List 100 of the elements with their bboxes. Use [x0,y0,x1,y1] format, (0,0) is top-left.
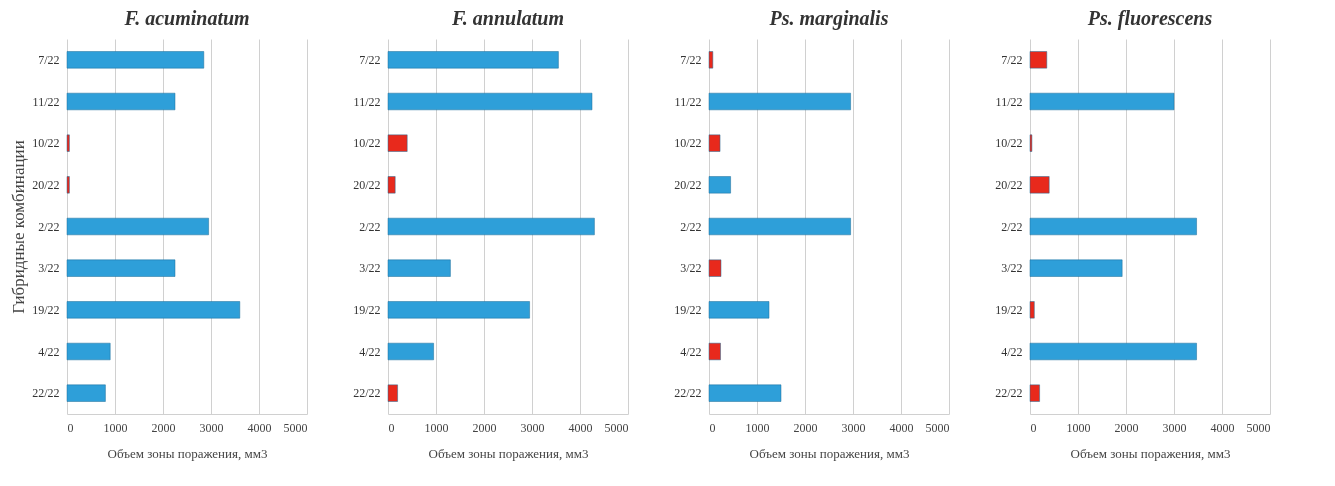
y-tick-label: 11/22 [674,94,702,109]
y-tick-label: 3/22 [1001,261,1023,276]
bar [708,342,721,361]
y-tick-label: 19/22 [674,302,702,317]
x-axis-title: Объем зоны поражения, мм3 [749,445,910,461]
x-tick-label: 3000 [1162,420,1187,435]
bar [387,92,593,111]
bar [387,384,398,402]
y-tick-label: 2/22 [1001,219,1023,234]
y-tick-label: 11/22 [32,94,60,109]
y-tick-label: 7/22 [1001,52,1023,67]
x-tick-label: 5000 [283,420,308,435]
y-tick-label: 3/22 [359,261,381,276]
y-tick-label: 11/22 [353,94,381,109]
y-tick-label: 10/22 [353,136,381,151]
bar [387,259,451,277]
bar [387,134,408,152]
bar [387,51,559,69]
bar [387,301,530,319]
y-tick-label: 4/22 [38,344,60,359]
x-tick-label: 0 [709,420,716,435]
x-tick-label: 3000 [199,420,224,435]
bar [387,217,595,236]
x-tick-label: 0 [388,420,395,435]
bar [1029,384,1040,402]
x-axis-title: Объем зоны поражения, мм3 [1070,445,1231,461]
x-tick-label: 3000 [841,420,866,435]
bar [1029,217,1197,236]
chart-title: F. acuminatum [123,7,250,29]
y-tick-label: 22/22 [995,386,1023,401]
bar [708,92,851,111]
x-tick-label: 4000 [247,420,272,435]
y-tick-label: 3/22 [680,261,702,276]
x-tick-label: 1000 [103,420,128,435]
x-tick-label: 1000 [424,420,449,435]
x-tick-label: 5000 [1246,420,1271,435]
x-tick-label: 2000 [793,420,818,435]
y-tick-label: 10/22 [674,136,702,151]
y-tick-label: 4/22 [1001,344,1023,359]
x-tick-label: 0 [67,420,74,435]
y-tick-label: 10/22 [995,136,1023,151]
x-tick-label: 4000 [568,420,593,435]
y-tick-label: 20/22 [32,177,60,192]
bar [1029,176,1050,194]
y-tick-label: 22/22 [32,386,60,401]
x-tick-label: 1000 [745,420,770,435]
x-tick-label: 2000 [151,420,176,435]
bar [1029,51,1048,69]
y-tick-label: 11/22 [995,94,1023,109]
bar [1029,342,1197,361]
x-tick-label: 0 [1030,420,1037,435]
y-tick-label: 4/22 [680,344,702,359]
bar [708,176,731,194]
bar [66,92,176,111]
bar [66,259,176,277]
x-tick-label: 2000 [472,420,497,435]
y-tick-label: 20/22 [995,177,1023,192]
bar [708,384,782,402]
x-axis-title: Объем зоны поражения, мм3 [428,445,589,461]
y-tick-label: 2/22 [38,219,60,234]
bar [66,301,241,319]
y-tick-label: 19/22 [353,302,381,317]
chart-title: Ps. fluorescens [1086,7,1213,30]
bar [708,259,722,277]
bar [66,384,106,402]
x-tick-label: 4000 [889,420,914,435]
bar [387,342,434,361]
x-tick-label: 2000 [1114,420,1139,435]
bar [66,51,205,69]
bar [66,176,70,194]
x-tick-label: 1000 [1066,420,1091,435]
x-tick-label: 5000 [604,420,629,435]
y-axis-title: Гибридные комбинации [9,140,29,314]
y-tick-label: 2/22 [359,219,381,234]
bar [708,301,770,319]
y-tick-label: 19/22 [995,302,1023,317]
y-tick-label: 3/22 [38,261,60,276]
y-tick-label: 10/22 [32,136,60,151]
bar [708,51,714,69]
bar [708,134,721,152]
y-tick-label: 20/22 [353,177,381,192]
x-tick-label: 4000 [1210,420,1235,435]
bar [387,176,396,194]
y-tick-label: 20/22 [674,177,702,192]
bar [1029,259,1123,277]
x-tick-label: 5000 [925,420,950,435]
chart-title: Ps. marginalis [768,7,889,30]
bar [1029,301,1035,319]
bar [66,134,70,152]
x-axis-title: Объем зоны поражения, мм3 [107,445,268,461]
bar [1029,92,1175,111]
y-tick-label: 7/22 [680,52,702,67]
chart-title: F. annulatum [451,7,564,29]
y-tick-label: 4/22 [359,344,381,359]
y-tick-label: 22/22 [353,386,381,401]
bar [66,217,209,236]
y-tick-label: 19/22 [32,302,60,317]
y-tick-label: 7/22 [38,52,60,67]
y-tick-label: 2/22 [680,219,702,234]
x-tick-label: 3000 [520,420,545,435]
